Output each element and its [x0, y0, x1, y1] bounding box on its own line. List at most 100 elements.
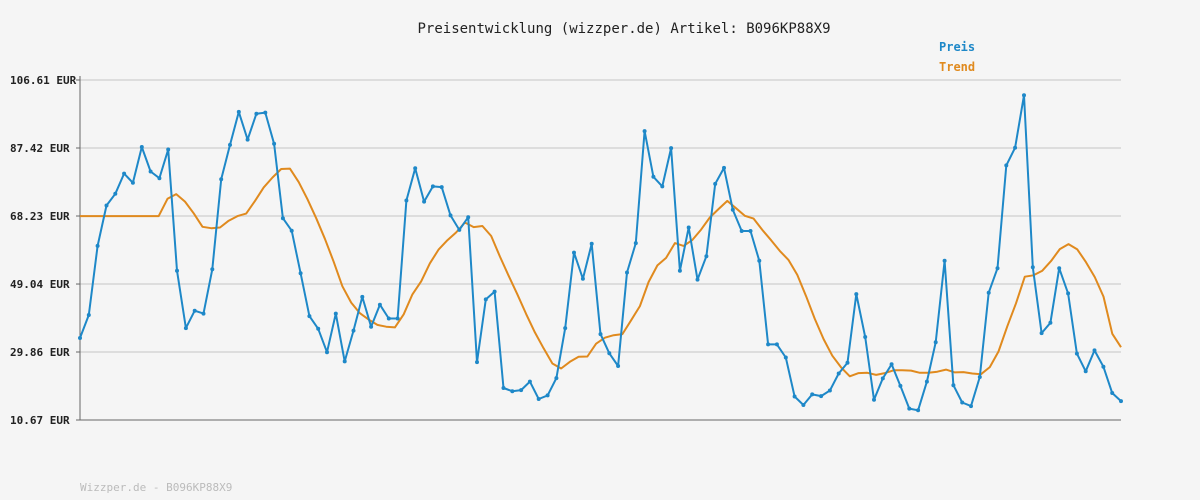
preis-point	[722, 165, 726, 170]
y-tick-label: 106.61 EUR	[10, 74, 77, 87]
legend-preis: Preis	[939, 40, 975, 54]
preis-point	[228, 142, 232, 147]
preis-point	[642, 129, 647, 134]
preis-point	[148, 169, 153, 174]
preis-point	[545, 393, 550, 398]
y-axis-ticks: 106.61 EUR 87.42 EUR 68.23 EUR 49.04 EUR 29.…	[10, 74, 80, 427]
preis-point	[492, 289, 497, 294]
preis-point	[969, 404, 973, 409]
preis-point	[1101, 364, 1106, 369]
preis-point	[651, 174, 656, 179]
preis-point	[466, 215, 471, 220]
preis-point	[78, 336, 82, 340]
preis-point	[704, 254, 709, 259]
preis-point	[1048, 320, 1053, 325]
preis-point	[554, 376, 559, 381]
preis-point	[907, 406, 912, 411]
preis-point	[660, 184, 665, 189]
preis-point	[1074, 351, 1079, 356]
preis-point	[916, 408, 921, 413]
preis-point	[280, 216, 285, 221]
y-tick-label: 87.42 EUR	[10, 142, 70, 155]
preis-point	[625, 270, 629, 275]
y-tick-label: 10.67 EUR	[10, 414, 70, 427]
y-tick-label: 49.04 EUR	[10, 278, 70, 291]
preis-point	[210, 267, 215, 272]
preis-point	[669, 146, 674, 151]
preis-point	[236, 109, 241, 114]
preis-point	[1013, 145, 1018, 150]
preis-point	[377, 302, 382, 307]
preis-point	[933, 340, 938, 345]
preis-point	[1119, 399, 1123, 404]
preis-point	[810, 392, 815, 397]
preis-point	[1022, 93, 1026, 98]
chart-title: Preisentwicklung (wizzper.de) Artikel: B…	[417, 21, 830, 37]
preis-point	[836, 371, 841, 376]
preis-point	[766, 342, 771, 347]
preis-point	[95, 243, 100, 248]
preis-point	[986, 290, 991, 295]
preis-point	[483, 297, 488, 302]
preis-point	[1004, 163, 1009, 168]
preis-point	[1039, 331, 1044, 336]
preis-point	[872, 397, 876, 402]
preis-point	[924, 379, 929, 384]
preis-point	[413, 166, 418, 171]
preis-point	[1110, 391, 1115, 395]
preis-point	[607, 351, 612, 356]
preis-point	[616, 364, 621, 368]
preis-point	[307, 314, 312, 319]
preis-point	[819, 394, 824, 399]
preis-point	[183, 326, 188, 331]
preis-point	[995, 266, 1000, 271]
preis-point	[1066, 291, 1071, 296]
preis-point	[633, 241, 638, 246]
preis-point	[113, 191, 118, 196]
preis-point	[898, 383, 903, 388]
preis-point	[139, 145, 144, 149]
preis-point	[510, 389, 515, 394]
preis-point	[130, 180, 135, 185]
preis-point	[572, 250, 576, 255]
preis-point	[201, 311, 206, 316]
preis-point	[960, 400, 965, 405]
preis-point	[748, 229, 753, 233]
preis-point	[942, 258, 947, 263]
y-tick-label: 29.86 EUR	[10, 346, 70, 359]
preis-point	[563, 326, 568, 331]
preis-point	[122, 171, 127, 176]
y-tick-label: 68.23 EUR	[10, 210, 70, 223]
preis-point	[263, 110, 268, 115]
trend-line	[80, 167, 1122, 378]
series-lines	[79, 94, 1122, 412]
preis-point	[977, 375, 982, 379]
preis-point	[175, 268, 179, 273]
preis-point	[157, 176, 162, 181]
preis-point	[325, 350, 329, 355]
preis-point	[845, 360, 850, 365]
preis-point	[757, 258, 762, 263]
preis-point	[192, 308, 197, 313]
preis-point	[395, 316, 400, 321]
preis-point	[1083, 369, 1088, 374]
preis-point	[774, 342, 779, 347]
preis-point	[439, 185, 444, 190]
preis-point	[289, 228, 294, 233]
preis-point	[166, 147, 171, 152]
preis-point	[86, 313, 91, 317]
chart-footer: Wizzper.de - B096KP88X9	[80, 481, 232, 494]
preis-point	[686, 225, 691, 230]
preis-line	[79, 94, 1122, 412]
preis-point	[713, 181, 718, 186]
preis-point	[430, 184, 435, 189]
preis-point	[695, 277, 700, 282]
preis-point	[951, 383, 956, 388]
preis-point	[342, 359, 347, 364]
preis-point	[589, 241, 594, 246]
preis-point	[219, 177, 224, 182]
preis-point	[783, 355, 788, 360]
preis-point	[677, 268, 682, 273]
preis-point	[351, 328, 356, 333]
preis-point	[501, 386, 506, 390]
